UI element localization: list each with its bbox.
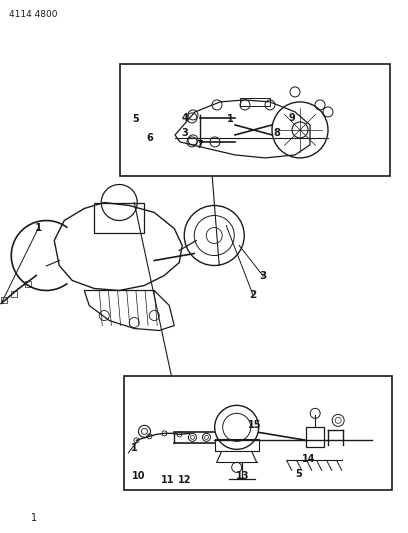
Text: 11: 11 bbox=[160, 475, 174, 484]
Text: 1: 1 bbox=[227, 115, 234, 124]
Bar bbox=[215, 439, 259, 451]
Bar bbox=[124, 376, 392, 490]
Text: 4: 4 bbox=[182, 114, 188, 123]
Text: 10: 10 bbox=[132, 471, 146, 481]
Text: 1: 1 bbox=[31, 513, 37, 523]
Text: 12: 12 bbox=[177, 475, 191, 484]
Text: 14: 14 bbox=[302, 455, 315, 464]
Text: 5: 5 bbox=[295, 470, 302, 479]
Text: 4114 4800: 4114 4800 bbox=[9, 10, 58, 19]
Text: 3: 3 bbox=[182, 128, 188, 138]
Text: 1: 1 bbox=[131, 443, 137, 453]
Bar bbox=[1, 296, 7, 303]
Text: 3: 3 bbox=[259, 271, 267, 281]
Text: 7: 7 bbox=[197, 140, 203, 150]
Bar bbox=[25, 280, 31, 287]
Text: 6: 6 bbox=[147, 133, 153, 142]
Text: 13: 13 bbox=[236, 471, 250, 481]
Bar bbox=[120, 64, 390, 176]
Bar bbox=[94, 203, 144, 232]
Bar bbox=[240, 98, 270, 106]
Bar bbox=[306, 427, 324, 447]
Text: 5: 5 bbox=[132, 115, 139, 124]
Text: 9: 9 bbox=[288, 114, 295, 123]
Text: 15: 15 bbox=[248, 421, 262, 430]
Text: 1: 1 bbox=[35, 223, 42, 233]
Text: 8: 8 bbox=[273, 128, 280, 138]
Text: 2: 2 bbox=[249, 290, 257, 300]
Bar bbox=[11, 290, 17, 296]
